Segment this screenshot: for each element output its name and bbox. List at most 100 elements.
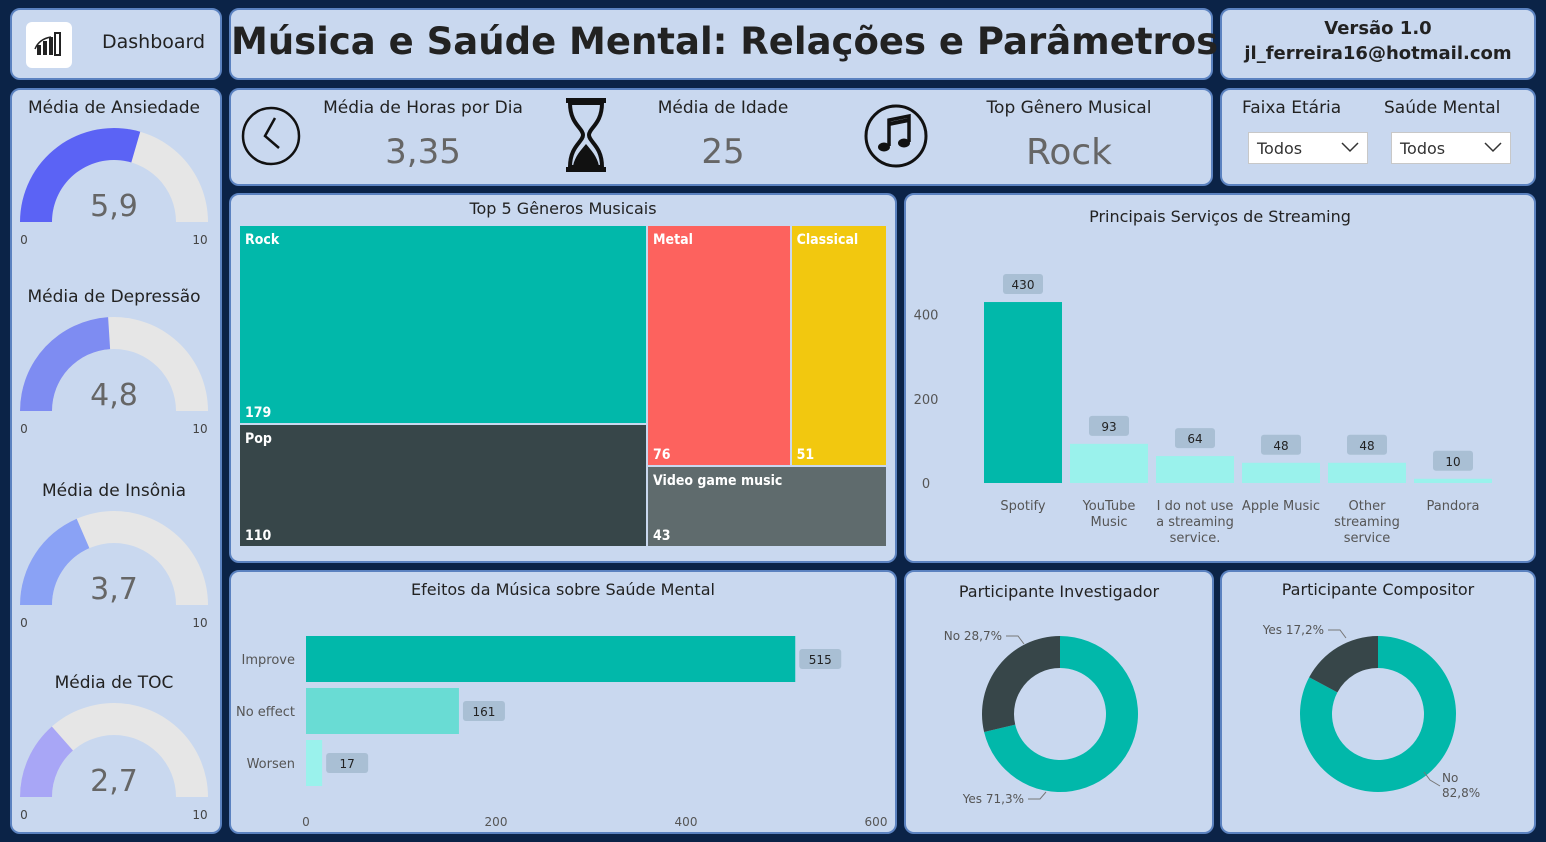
filter-age-value: Todos	[1257, 139, 1303, 158]
donut-label: 82,8%	[1442, 786, 1480, 800]
kpi-age-value: 25	[701, 132, 745, 172]
treemap-chart: Rock 179 Pop 110 Metal 76 Classical 51 Video gam…	[239, 225, 887, 547]
donut-slice-no[interactable]	[982, 636, 1060, 732]
data-label-bg	[1261, 434, 1301, 455]
title-card: Música e Saúde Mental: Relações e Parâme…	[229, 8, 1218, 80]
donut-label: No	[1442, 771, 1458, 785]
x-tick-label: 400	[675, 815, 698, 829]
streaming-bar[interactable]	[1242, 462, 1320, 483]
treemap-tile-classical[interactable]: Classical 51	[791, 226, 886, 465]
filter-age-dropdown[interactable]: Todos	[1248, 132, 1368, 164]
effects-bar[interactable]	[306, 636, 796, 682]
composer-title: Participante Compositor	[1281, 580, 1475, 599]
treemap-value-label: 179	[245, 405, 272, 422]
gauge-fill	[20, 726, 73, 797]
data-label: 10	[1445, 455, 1460, 469]
x-tick-label: Pandora	[1427, 499, 1480, 514]
treemap-card: Top 5 Gêneros Musicais Rock 179 Pop 110 Meta…	[229, 193, 897, 563]
x-tick-label: YouTube	[1082, 499, 1136, 514]
gauge-value: 4,8	[90, 378, 138, 413]
investigator-card: Participante Investigador Yes 71,3% No 28…	[904, 570, 1214, 834]
effects-bar[interactable]	[306, 740, 323, 786]
donut-slice-yes[interactable]	[1309, 636, 1378, 693]
streaming-bar[interactable]	[1414, 478, 1492, 483]
investigator-title: Participante Investigador	[958, 582, 1160, 601]
data-label-bg	[1433, 450, 1473, 471]
streaming-bar[interactable]	[1328, 462, 1406, 483]
streaming-bar[interactable]	[1070, 443, 1148, 483]
filter-health-value: Todos	[1400, 139, 1446, 158]
donut-label: Yes 17,2%	[1262, 623, 1324, 637]
gauge-value: 2,7	[90, 764, 138, 799]
y-tick-label: 200	[914, 393, 939, 408]
x-tick-label: Other	[1349, 499, 1387, 514]
music-note-icon	[864, 104, 928, 168]
gauge-value: 3,7	[90, 572, 138, 607]
leader-line	[1028, 791, 1047, 800]
donut-slice-no[interactable]	[1300, 636, 1456, 792]
treemap-value-label: 51	[796, 446, 815, 463]
kpi-genre-label: Top Gênero Musical	[986, 98, 1152, 118]
gauge-title: Média de Ansiedade	[28, 98, 200, 118]
x-tick-label: I do not use	[1157, 499, 1234, 514]
streaming-bar[interactable]	[1156, 456, 1234, 483]
gauge-max-label: 10	[192, 616, 207, 630]
data-label-bg	[326, 753, 369, 773]
effects-card: Efeitos da Música sobre Saúde Mental Imp…	[229, 570, 897, 834]
powerbi-logo[interactable]	[26, 22, 72, 68]
treemap-category-label: Video game music	[653, 472, 783, 489]
data-label-bg	[1175, 428, 1215, 449]
treemap-category-label: Rock	[245, 232, 280, 248]
data-label-bg	[799, 649, 842, 669]
y-tick-label: 400	[914, 309, 939, 324]
treemap-tile-rock[interactable]: Rock 179	[240, 226, 646, 424]
data-label-bg	[1347, 434, 1387, 455]
kpi-card: Média de Horas por Dia 3,35 Média de Ida…	[229, 88, 1213, 186]
data-label: 161	[472, 705, 495, 719]
treemap-category-label: Classical	[796, 232, 859, 248]
data-label: 515	[809, 653, 832, 667]
treemap-tile-metal[interactable]: Metal 76	[648, 226, 790, 465]
clock-icon	[241, 106, 301, 166]
nav-card: Dashboard	[10, 8, 222, 80]
investigator-donut: Yes 71,3% No 28,7%	[944, 629, 1138, 806]
y-category-label: Improve	[242, 653, 295, 668]
treemap-tile-pop[interactable]: Pop 110	[240, 425, 646, 546]
treemap-category-label: Metal	[653, 232, 693, 248]
x-tick-label: Apple Music	[1242, 499, 1320, 514]
chevron-down-icon	[1484, 142, 1502, 153]
treemap-tile-video-game-music[interactable]: Video game music 43	[648, 466, 886, 546]
chevron-down-icon	[1341, 142, 1359, 153]
x-tick-label: Music	[1091, 515, 1128, 530]
gauge-fill	[20, 128, 141, 222]
version-label: Versão 1.0	[1324, 18, 1432, 39]
donut-slice-yes[interactable]	[984, 636, 1138, 792]
gauge-fill	[20, 518, 90, 605]
composer-card: Participante Compositor No 82,8% Yes 17,2%	[1220, 570, 1536, 834]
streaming-bar[interactable]	[984, 302, 1062, 483]
kpi-hours-value: 3,35	[385, 132, 461, 172]
x-tick-label: service	[1344, 531, 1391, 546]
gauge-max-label: 10	[192, 422, 207, 436]
data-label: 17	[340, 757, 355, 771]
gauge-min-label: 0	[20, 616, 28, 630]
treemap-title: Top 5 Gêneros Musicais	[469, 199, 657, 218]
streaming-card: Principais Serviços de Streaming 0 200 400…	[904, 193, 1536, 563]
kpi-age-label: Média de Idade	[657, 98, 789, 118]
data-label-bg	[462, 701, 505, 721]
effects-title: Efeitos da Música sobre Saúde Mental	[411, 580, 715, 599]
donut-label: No 28,7%	[944, 629, 1002, 643]
donut-label: Yes 71,3%	[962, 792, 1024, 806]
nav-dashboard-label[interactable]: Dashboard	[102, 31, 206, 53]
hourglass-icon	[566, 98, 606, 172]
filter-card: Faixa Etária Todos Saúde Mental Todos	[1220, 88, 1536, 186]
x-tick-label: 0	[302, 815, 310, 829]
filter-health-label: Saúde Mental	[1384, 98, 1501, 118]
effects-bar[interactable]	[306, 688, 459, 734]
x-tick-label: streaming	[1334, 515, 1400, 530]
gauge-panel: Média de Ansiedade 5,9 0 10 Média de Depress…	[20, 98, 208, 822]
data-label: 93	[1101, 420, 1116, 434]
filter-health-dropdown[interactable]: Todos	[1391, 132, 1511, 164]
treemap-category-label: Pop	[245, 431, 272, 448]
